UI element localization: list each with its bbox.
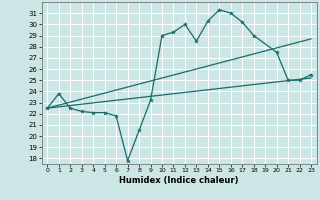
X-axis label: Humidex (Indice chaleur): Humidex (Indice chaleur): [119, 176, 239, 185]
